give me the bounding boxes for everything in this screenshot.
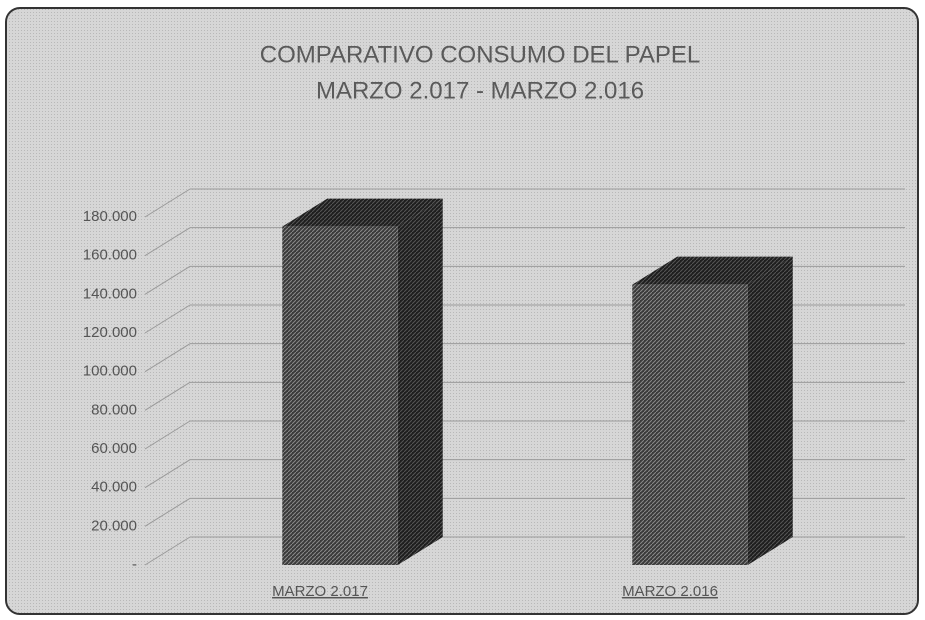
y-tick-label: 160.000: [83, 247, 137, 264]
y-tick-label: 60.000: [91, 440, 137, 457]
y-tick-label: 100.000: [83, 363, 137, 380]
bar: [632, 284, 748, 565]
grid-line: [144, 188, 191, 218]
y-tick-label: 180.000: [83, 208, 137, 225]
grid-line: [144, 304, 191, 334]
grid-line: [144, 227, 191, 257]
bar-top: [282, 198, 443, 227]
grid-line: [144, 381, 191, 411]
grid-line: [144, 420, 191, 450]
chart-subtitle: MARZO 2.017 - MARZO 2.016: [316, 77, 644, 104]
y-tick-label: 140.000: [83, 285, 137, 302]
grid-line: [144, 459, 191, 489]
bar: [282, 226, 398, 565]
y-tick-label: -: [132, 556, 137, 573]
y-tick-label: 80.000: [91, 401, 137, 418]
y-tick-label: 40.000: [91, 479, 137, 496]
x-tick-label: MARZO 2.017: [272, 583, 368, 600]
y-tick-label: 20.000: [91, 517, 137, 534]
y-tick-label: 120.000: [83, 324, 137, 341]
grid-line: [144, 265, 191, 295]
bar-side: [397, 198, 443, 565]
grid-line: [144, 343, 191, 373]
bar-top: [632, 256, 793, 285]
grid-line: [144, 497, 191, 527]
grid-line: [144, 536, 191, 566]
x-tick-label: MARZO 2.016: [622, 583, 718, 600]
chart-title: COMPARATIVO CONSUMO DEL PAPEL: [260, 41, 701, 68]
bar-side: [747, 256, 793, 565]
